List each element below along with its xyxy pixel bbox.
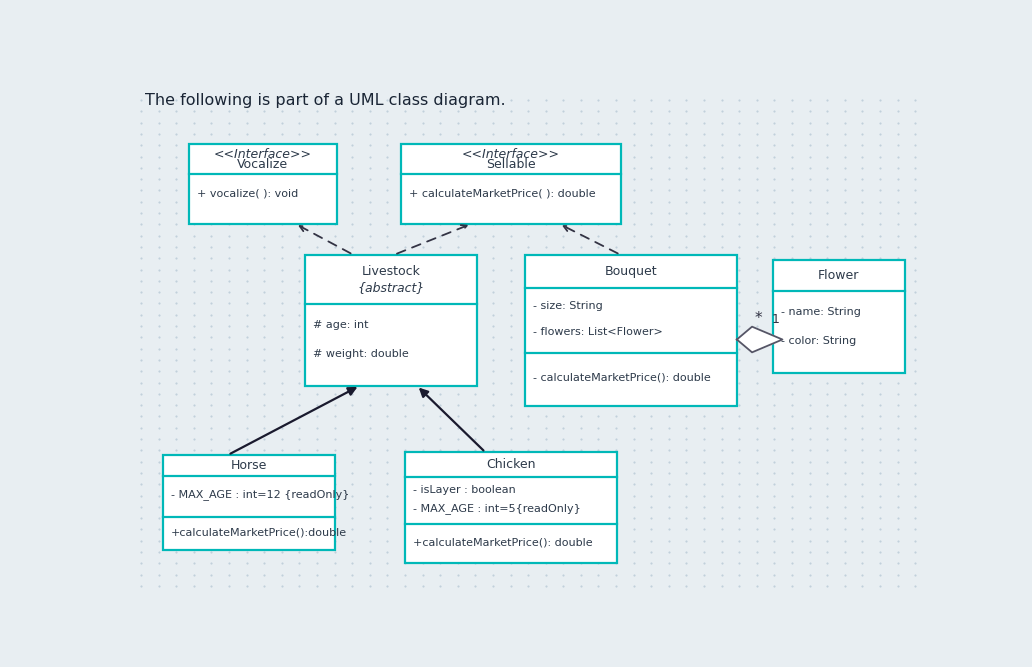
- Bar: [189, 144, 336, 224]
- Bar: [525, 255, 737, 406]
- Text: Sellable: Sellable: [486, 157, 536, 171]
- Text: - MAX_AGE : int=5{readOnly}: - MAX_AGE : int=5{readOnly}: [413, 504, 581, 514]
- Bar: [163, 455, 334, 550]
- Text: +calculateMarketPrice(): double: +calculateMarketPrice(): double: [413, 537, 592, 547]
- Text: Flower: Flower: [818, 269, 860, 282]
- Polygon shape: [737, 327, 782, 352]
- Text: + vocalize( ): void: + vocalize( ): void: [197, 189, 298, 199]
- Text: Chicken: Chicken: [486, 458, 536, 471]
- Text: - isLayer : boolean: - isLayer : boolean: [413, 485, 516, 495]
- Text: Vocalize: Vocalize: [237, 157, 289, 171]
- Text: <<Interface>>: <<Interface>>: [462, 148, 560, 161]
- Text: The following is part of a UML class diagram.: The following is part of a UML class dia…: [144, 93, 506, 108]
- Text: - calculateMarketPrice(): double: - calculateMarketPrice(): double: [533, 373, 711, 383]
- Text: - color: String: - color: String: [781, 336, 857, 346]
- Text: - name: String: - name: String: [781, 307, 861, 317]
- Bar: [305, 255, 477, 386]
- Text: <<Interface>>: <<Interface>>: [214, 148, 312, 161]
- Text: +calculateMarketPrice():double: +calculateMarketPrice():double: [170, 527, 347, 537]
- Text: + calculateMarketPrice( ): double: + calculateMarketPrice( ): double: [409, 189, 595, 199]
- Text: # age: int: # age: int: [313, 319, 368, 329]
- Text: 1: 1: [772, 313, 780, 326]
- Text: # weight: double: # weight: double: [313, 349, 409, 359]
- Bar: [400, 144, 621, 224]
- Text: - MAX_AGE : int=12 {readOnly}: - MAX_AGE : int=12 {readOnly}: [170, 490, 349, 500]
- Text: Livestock: Livestock: [361, 265, 420, 278]
- Text: {abstract}: {abstract}: [357, 281, 424, 294]
- Text: Horse: Horse: [230, 459, 266, 472]
- Bar: [405, 452, 617, 563]
- Bar: [773, 259, 905, 373]
- Text: - flowers: List<Flower>: - flowers: List<Flower>: [533, 327, 663, 338]
- Text: Bouquet: Bouquet: [605, 265, 657, 278]
- Text: *: *: [754, 311, 763, 326]
- Text: - size: String: - size: String: [533, 301, 603, 311]
